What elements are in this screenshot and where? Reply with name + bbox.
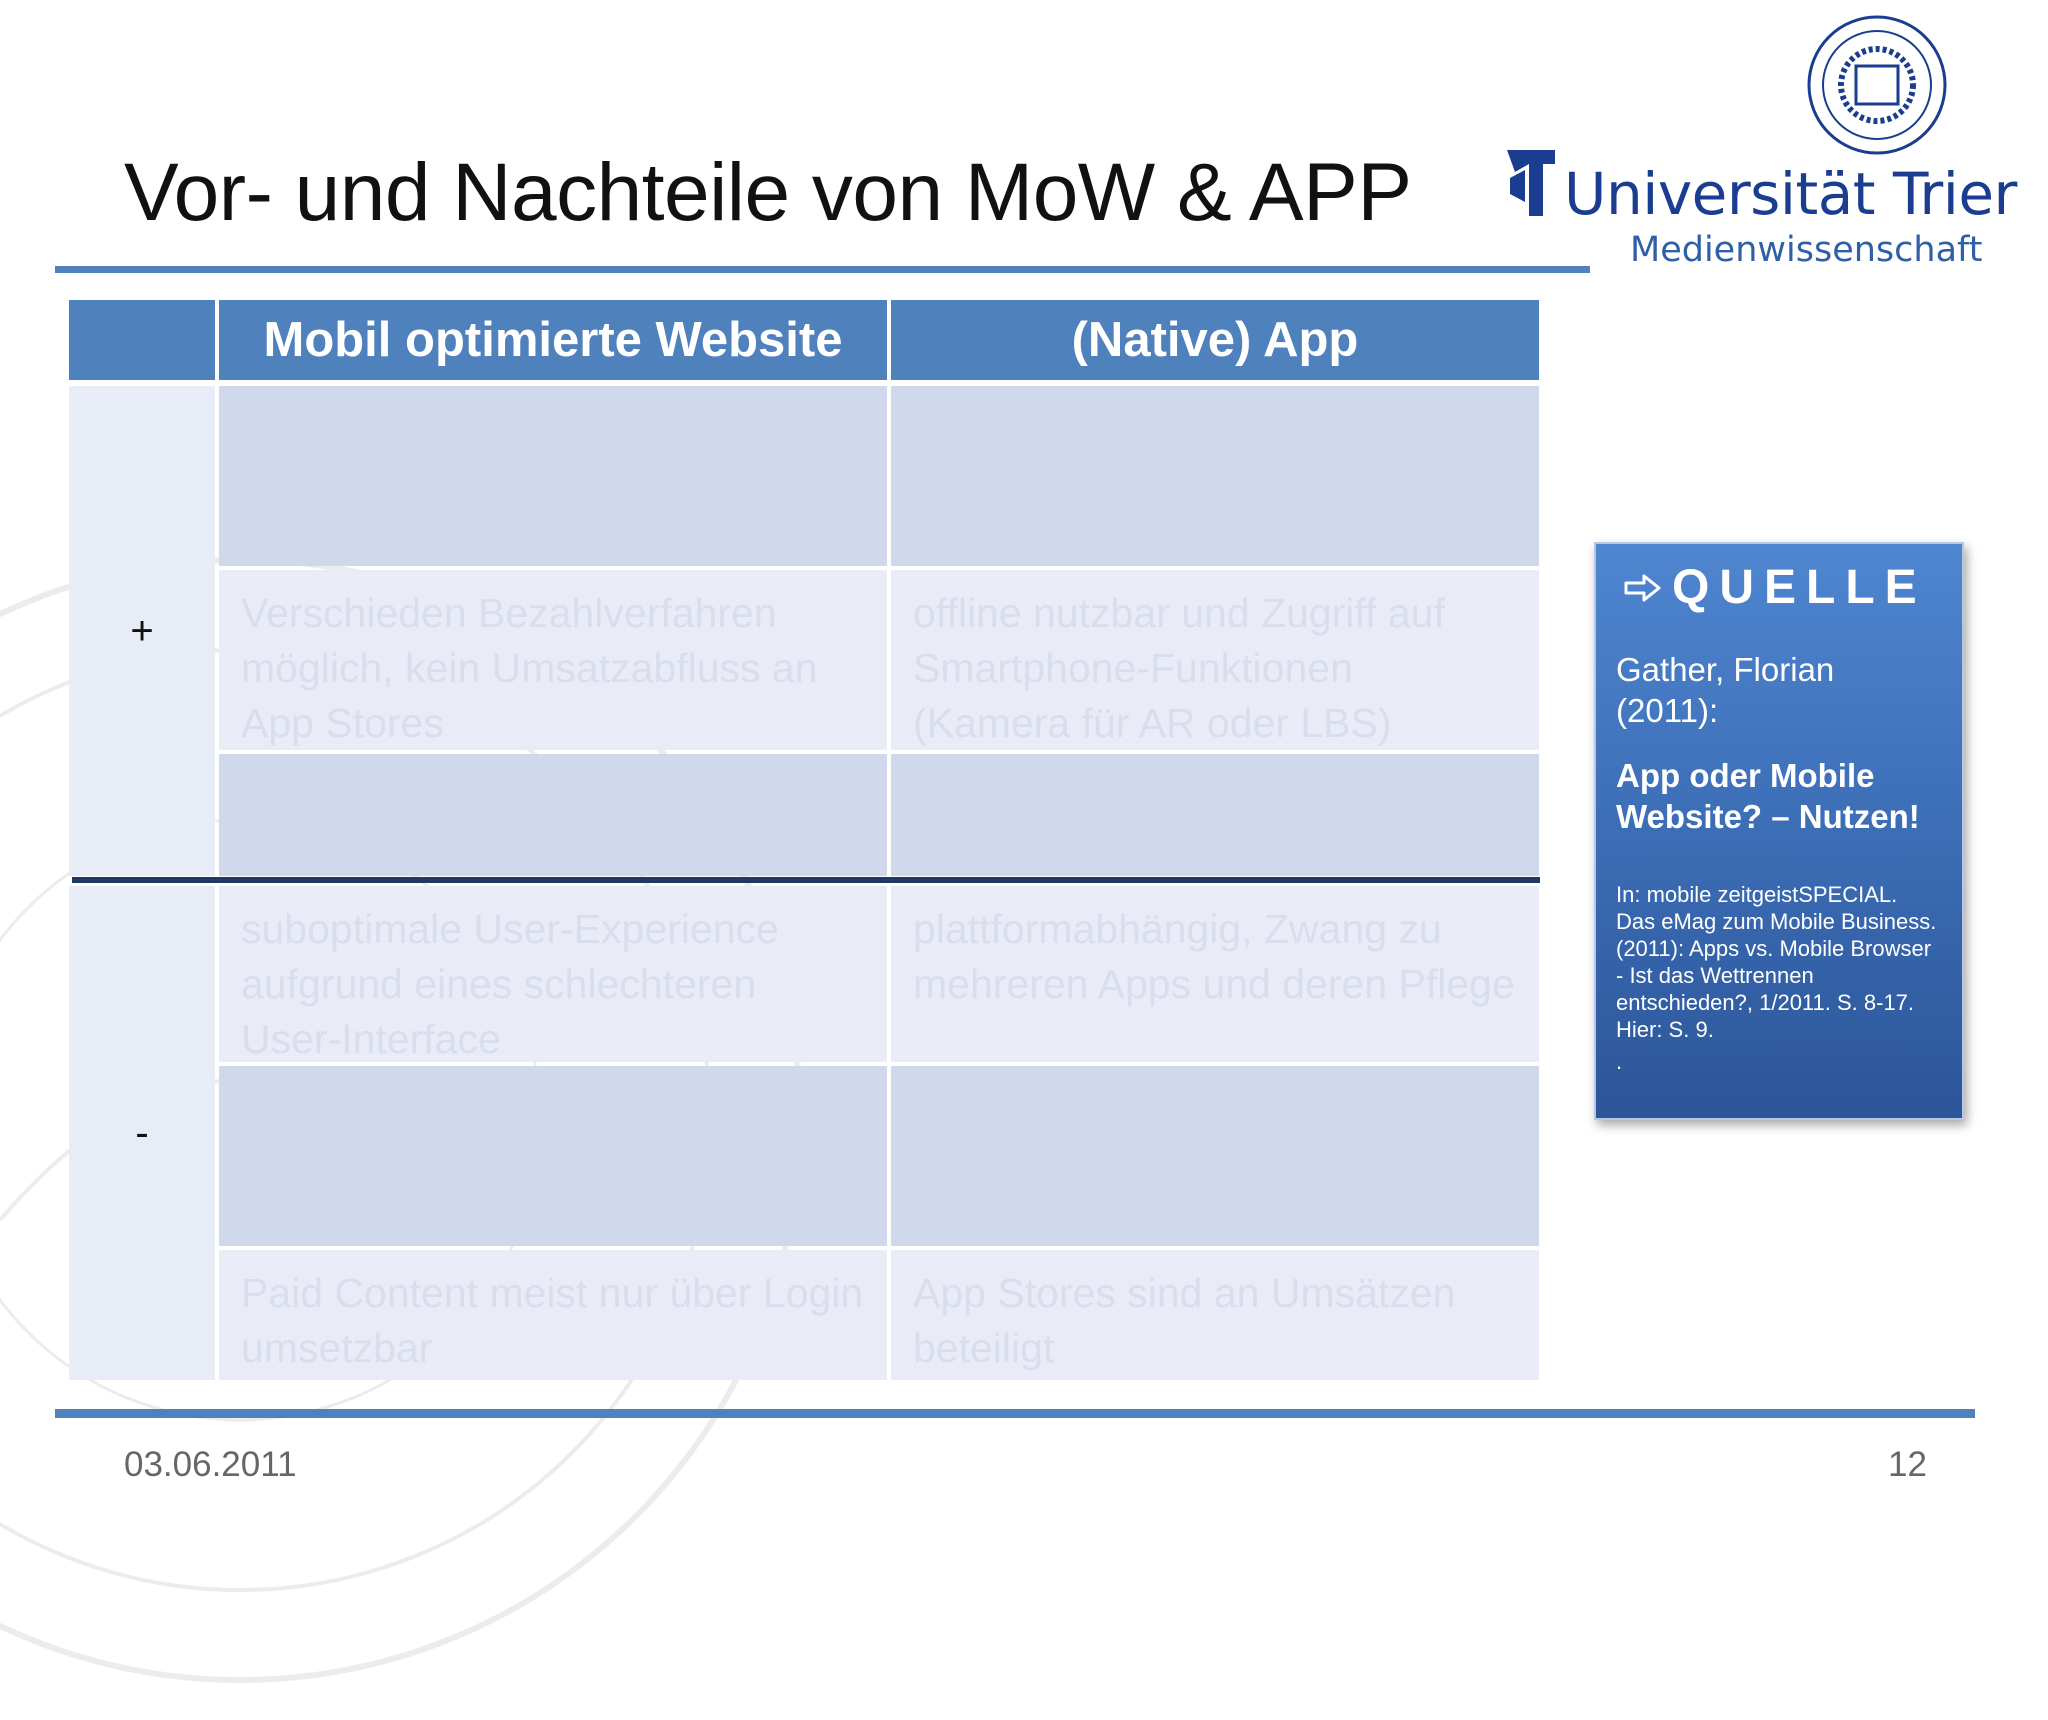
plus-label: + bbox=[69, 386, 215, 876]
department-name: Medienwissenschaft bbox=[1630, 230, 1983, 270]
source-work: App oder Mobile Website? – Nutzen! bbox=[1616, 757, 1920, 835]
table-cell bbox=[219, 1066, 887, 1246]
slide-date: 03.06.2011 bbox=[124, 1445, 297, 1484]
table-cell: Paid Content meist nur über Login umsetz… bbox=[219, 1250, 887, 1380]
table-cell bbox=[219, 754, 887, 876]
footer-rule bbox=[55, 1409, 1975, 1418]
table-cell: App Stores sind an Umsätzen beteiligt bbox=[891, 1250, 1539, 1380]
slide-title: Vor- und Nachteile von MoW & APP bbox=[124, 147, 1412, 238]
title-underline bbox=[55, 266, 1590, 273]
source-box: QUELLE Gather, Florian (2011): App oder … bbox=[1594, 542, 1964, 1120]
plus-minus-divider bbox=[72, 877, 1540, 883]
source-title: QUELLE bbox=[1672, 561, 1927, 614]
source-author: Gather, Florian (2011): bbox=[1616, 651, 1835, 729]
header-native-app: (Native) App bbox=[891, 300, 1539, 380]
minus-label: - bbox=[69, 886, 215, 1380]
source-trailing: . bbox=[1616, 1049, 1623, 1074]
source-reference: In: mobile zeitgeistSPECIAL. Das eMag zu… bbox=[1616, 882, 1937, 1042]
university-name: Universität Trier bbox=[1564, 160, 2017, 228]
slide-page-number: 12 bbox=[1888, 1445, 1927, 1484]
university-seal-icon bbox=[1807, 15, 1947, 155]
table-cell: Verschieden Bezahlverfahren möglich, kei… bbox=[219, 570, 887, 750]
table-cell bbox=[219, 386, 887, 566]
university-logo-mark-icon bbox=[1507, 150, 1555, 216]
table-cell: suboptimale User-Experience aufgrund ein… bbox=[219, 886, 887, 1062]
comparison-table: Mobil optimierte Website (Native) App + … bbox=[69, 300, 1539, 1380]
table-cell bbox=[891, 754, 1539, 876]
arrow-right-icon bbox=[1624, 574, 1661, 601]
header-corner bbox=[69, 300, 215, 380]
header-mobile-website: Mobil optimierte Website bbox=[219, 300, 887, 380]
table-cell bbox=[891, 386, 1539, 566]
table-cell: plattformabhängig, Zwang zu mehreren App… bbox=[891, 886, 1539, 1062]
table-cell: offline nutzbar und Zugriff auf Smartpho… bbox=[891, 570, 1539, 750]
table-cell bbox=[891, 1066, 1539, 1246]
